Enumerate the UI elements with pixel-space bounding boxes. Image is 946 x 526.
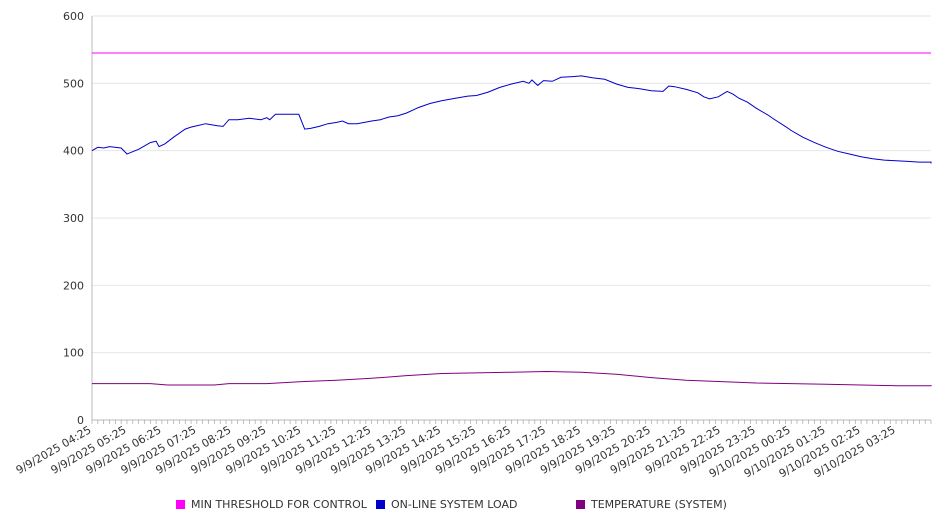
legend-swatch-min-threshold: [176, 500, 185, 509]
legend-swatch-system-load: [376, 500, 385, 509]
series-system-load: [91, 75, 932, 164]
legend: MIN THRESHOLD FOR CONTROL ON-LINE SYSTEM…: [0, 498, 946, 514]
legend-label-min-threshold: MIN THRESHOLD FOR CONTROL: [191, 498, 367, 511]
series-layer: [91, 52, 932, 387]
y-tick-label: 600: [63, 10, 84, 23]
legend-item-min-threshold[interactable]: MIN THRESHOLD FOR CONTROL: [176, 498, 367, 511]
grid-lines: [92, 15, 931, 354]
legend-label-temperature: TEMPERATURE (SYSTEM): [591, 498, 727, 511]
y-tick-label: 100: [63, 347, 84, 360]
series-temperature: [92, 370, 932, 387]
legend-swatch-temperature: [576, 500, 585, 509]
y-tick-label: 400: [63, 145, 84, 158]
y-axis-ticks: 0 100 200 300 400 500 600: [63, 10, 84, 427]
x-axis-ticks: 9/9/2025 04:259/9/2025 05:259/9/2025 06:…: [14, 423, 898, 480]
y-tick-label: 300: [63, 212, 84, 225]
legend-item-temperature[interactable]: TEMPERATURE (SYSTEM): [576, 498, 727, 511]
y-tick-label: 500: [63, 77, 84, 90]
axes: [91, 16, 932, 424]
legend-label-system-load: ON-LINE SYSTEM LOAD: [391, 498, 518, 511]
y-tick-label: 0: [77, 414, 84, 427]
y-tick-label: 200: [63, 279, 84, 292]
legend-item-system-load[interactable]: ON-LINE SYSTEM LOAD: [376, 498, 517, 511]
